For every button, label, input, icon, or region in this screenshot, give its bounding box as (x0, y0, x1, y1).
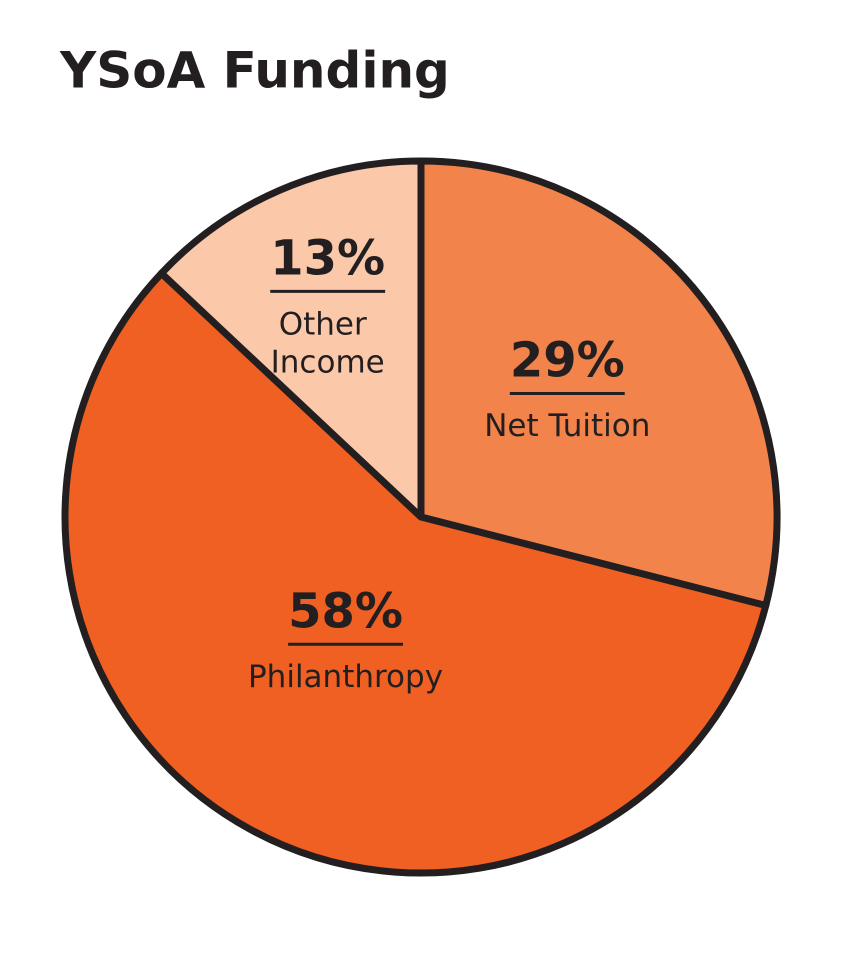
pie-slice (157, 157, 425, 521)
chart-title: YSoA Funding (59, 42, 450, 100)
category-label-line: Other (279, 306, 377, 342)
pie-slice (61, 269, 770, 877)
value-label: 13% (270, 230, 385, 286)
category-label-line: Income (271, 344, 385, 380)
value-label: 58% (288, 583, 403, 639)
category-label: Other Income (271, 306, 385, 380)
value-label: 29% (510, 333, 625, 389)
pie-slice (417, 157, 781, 610)
category-label: Philanthropy (248, 659, 443, 695)
category-label: Net Tuition (484, 408, 650, 444)
